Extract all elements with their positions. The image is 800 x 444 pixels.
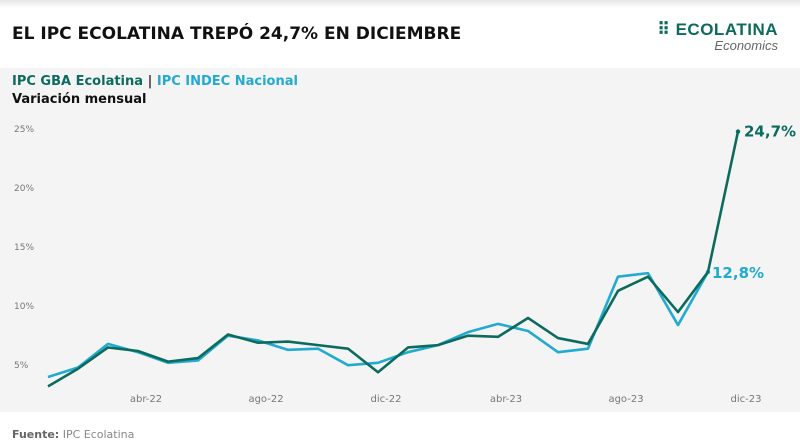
logo-sub: Economics <box>714 38 778 53</box>
source-value: IPC Ecolatina <box>62 428 135 441</box>
end-label: 24,7% <box>744 123 796 141</box>
chart-title: EL IPC ECOLATINA TREPÓ 24,7% EN DICIEMBR… <box>12 24 462 44</box>
chart-subtitle: Variación mensual <box>12 92 147 107</box>
legend-separator: | <box>147 74 153 89</box>
x-tick-label: abr-22 <box>130 394 162 405</box>
x-tick-label: ago-22 <box>248 394 283 405</box>
source-note: Fuente: IPC Ecolatina <box>12 428 134 441</box>
x-tick-label: dic-22 <box>371 394 402 405</box>
top-shadow <box>0 0 800 8</box>
y-tick-label: 15% <box>14 243 34 253</box>
x-tick-label: ago-23 <box>608 394 643 405</box>
end-label: 12,8% <box>712 264 764 282</box>
legend: IPC GBA Ecolatina | IPC INDEC Nacional <box>12 74 298 89</box>
logo-text: ECOLATINA <box>675 20 778 39</box>
y-tick-label: 20% <box>14 184 34 194</box>
logo: ⠿ ECOLATINA Economics <box>657 20 778 53</box>
x-tick-label: dic-23 <box>731 394 762 405</box>
logo-dots-icon: ⠿ <box>657 20 671 39</box>
series-line-indec <box>47 271 710 379</box>
y-tick-label: 25% <box>14 125 34 135</box>
legend-ecolatina: IPC GBA Ecolatina <box>12 74 144 89</box>
x-tick-label: abr-23 <box>490 394 522 405</box>
end-point <box>735 129 741 134</box>
legend-indec: IPC INDEC Nacional <box>156 74 298 89</box>
series-line-ecolatina <box>47 131 740 388</box>
y-tick-label: 5% <box>14 361 29 371</box>
logo-main: ⠿ ECOLATINA <box>657 20 778 40</box>
y-tick-label: 10% <box>14 302 34 312</box>
source-label: Fuente: <box>12 428 60 441</box>
